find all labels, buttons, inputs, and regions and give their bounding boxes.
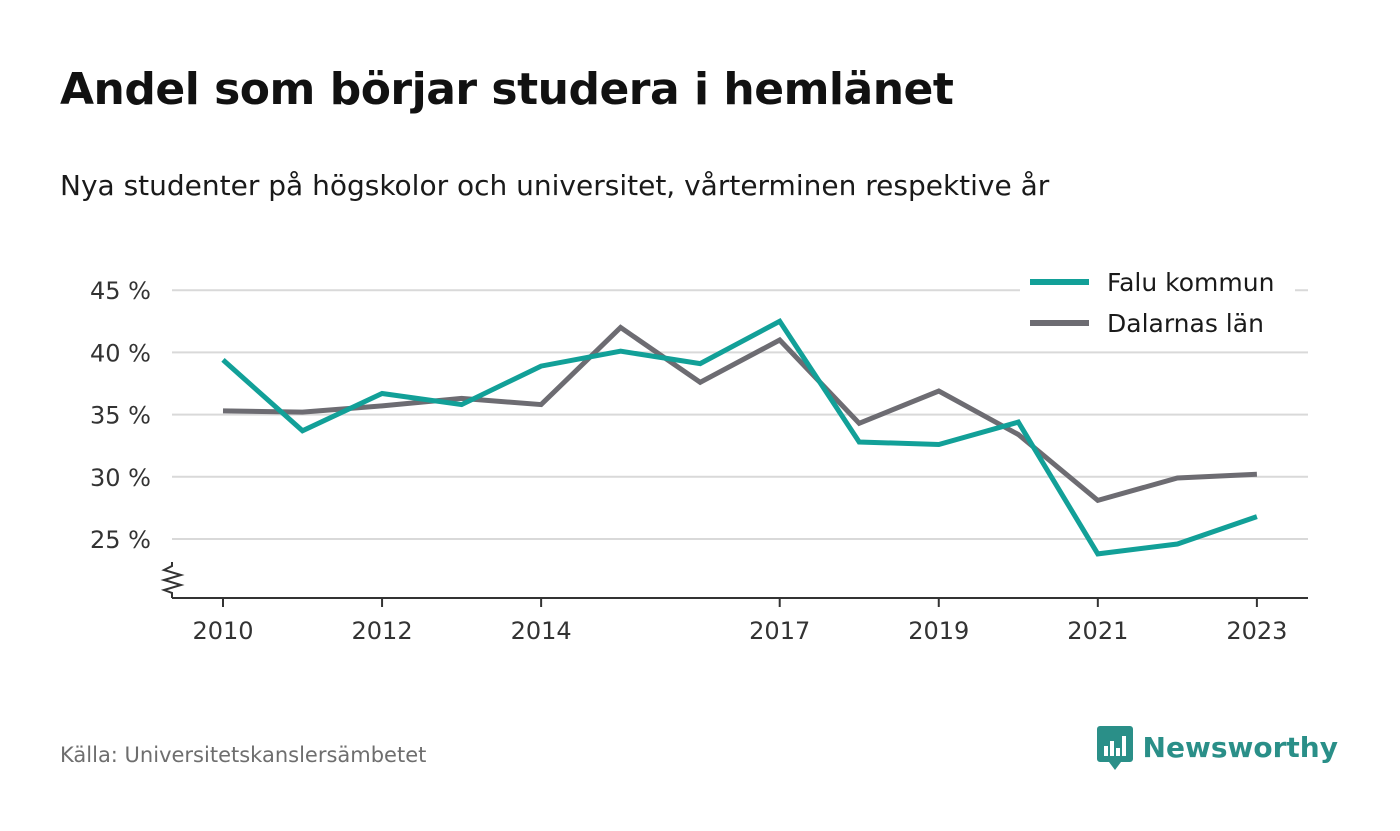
x-tick-label: 2012 (352, 617, 413, 645)
x-tick-label: 2021 (1067, 617, 1128, 645)
y-tick-label: 45 % (90, 277, 151, 305)
axes (160, 562, 1308, 599)
source-note: Källa: Universitetskanslersämbetet (60, 743, 427, 767)
x-tick-label: 2017 (749, 617, 810, 645)
x-tick-label: 2014 (511, 617, 572, 645)
legend-background (1020, 262, 1295, 346)
y-axis-break-icon (160, 562, 185, 598)
series-lines (221, 318, 1258, 557)
y-axis-ticks: 25 % 30 % 35 % 40 % 45 % (90, 277, 151, 554)
x-tick-label: 2010 (192, 617, 253, 645)
chart-subtitle: Nya studenter på högskolor och universit… (60, 169, 1050, 202)
chart-title: Andel som börjar studera i hemlänet (60, 64, 954, 115)
y-tick-label: 30 % (90, 464, 151, 492)
y-tick-label: 40 % (90, 339, 151, 367)
legend-label: Dalarnas län (1107, 309, 1264, 338)
x-axis-ticks: 2010 2012 2014 2017 2019 2021 2023 (192, 598, 1287, 645)
brand-logo: Newsworthy (1096, 726, 1338, 770)
legend: Falu kommun Dalarnas län (1020, 262, 1295, 346)
brand-name: Newsworthy (1142, 731, 1338, 764)
y-tick-label: 25 % (90, 526, 151, 554)
x-tick-label: 2023 (1226, 617, 1287, 645)
newsworthy-logo-icon (1096, 726, 1133, 770)
y-tick-label: 35 % (90, 402, 151, 430)
line-chart: 25 %30 %35 %40 %45 % 2010 2012 2014 2017 201… (90, 262, 1308, 645)
series-line-dalarnas-län (222, 324, 1258, 504)
x-tick-label: 2019 (908, 617, 969, 645)
legend-label: Falu kommun (1107, 268, 1274, 297)
series-line-falu-kommun (221, 318, 1258, 557)
